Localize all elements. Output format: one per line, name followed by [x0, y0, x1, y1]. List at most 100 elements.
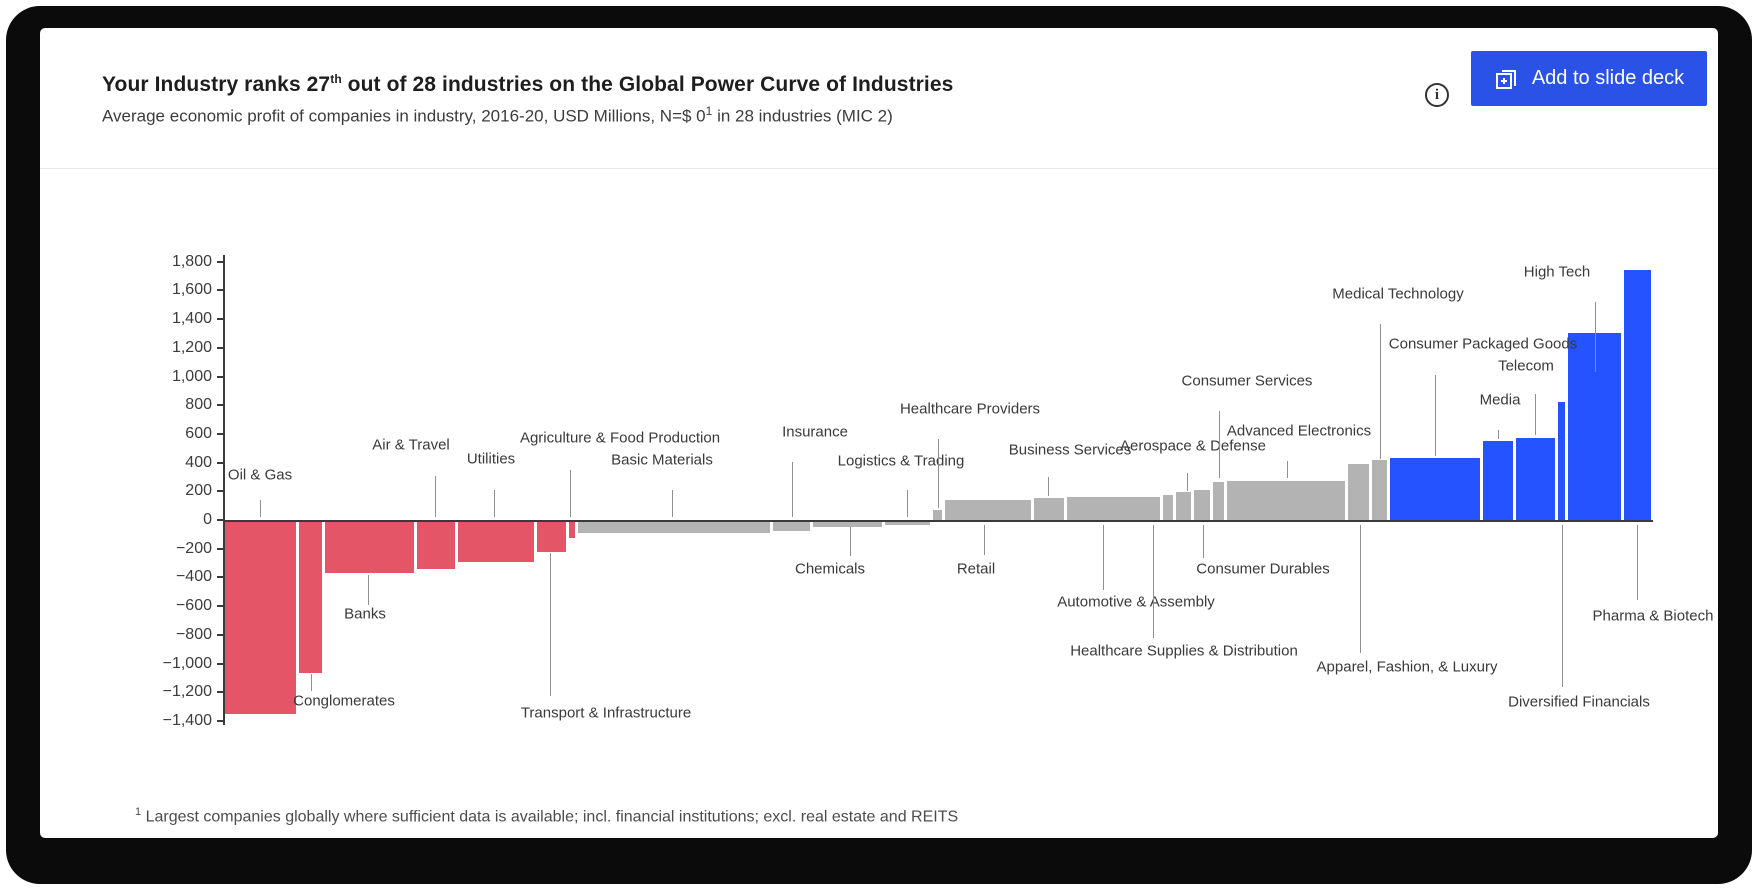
- label-logistics-and-trading: Logistics & Trading: [837, 452, 965, 470]
- label-utilities: Utilities: [466, 450, 516, 468]
- y-tick-label: −1,000: [162, 654, 212, 672]
- y-tick-label: −800: [175, 625, 212, 643]
- leader-oil-and-gas: [260, 500, 261, 517]
- bar-agriculture-and-food-production: [569, 522, 575, 538]
- y-tick-mark: [217, 318, 224, 321]
- add-to-slide-deck-button[interactable]: Add to slide deck: [1471, 51, 1707, 106]
- bar-business-services: [1034, 498, 1064, 520]
- label-retail: Retail: [956, 560, 996, 578]
- label-consumer-packaged-goods: Consumer Packaged Goods: [1388, 335, 1578, 353]
- label-banks: Banks: [344, 605, 386, 623]
- leader-insurance: [792, 462, 793, 517]
- leader-consumer-durables: [1203, 525, 1204, 558]
- y-tick-mark: [217, 547, 224, 550]
- leader-chemicals: [850, 527, 851, 556]
- bar-basic-materials: [578, 522, 770, 533]
- bar-retail: [945, 499, 1031, 520]
- y-axis-line: [223, 255, 225, 725]
- bar-telecom: [1516, 438, 1555, 520]
- bar-banks: [325, 522, 414, 573]
- leader-agriculture-and-food-production: [570, 470, 571, 517]
- label-medical-technology: Medical Technology: [1332, 285, 1464, 303]
- y-tick-mark: [217, 691, 224, 694]
- footnote: 1 Largest companies globally where suffi…: [135, 806, 959, 826]
- header-divider: [40, 168, 1718, 169]
- leader-medical-technology: [1380, 324, 1381, 459]
- card-header: Your Industry ranks 27th out of 28 indus…: [40, 28, 1718, 169]
- leader-utilities: [494, 490, 495, 517]
- label-aerospace-and-defense: Aerospace & Defense: [1120, 437, 1266, 455]
- y-tick-mark: [217, 375, 224, 378]
- leader-diversified-financials: [1562, 525, 1563, 687]
- leader-advanced-electronics: [1287, 461, 1288, 478]
- bar-media: [1483, 441, 1513, 520]
- y-tick-label: 1,400: [171, 310, 212, 328]
- label-consumer-durables: Consumer Durables: [1196, 560, 1330, 578]
- label-consumer-services: Consumer Services: [1181, 372, 1313, 390]
- label-basic-materials: Basic Materials: [611, 451, 713, 469]
- label-air-and-travel: Air & Travel: [372, 436, 450, 454]
- bar-advanced-electronics: [1227, 480, 1345, 520]
- label-transport-and-infrastructure: Transport & Infrastructure: [520, 704, 692, 722]
- y-tick-mark: [217, 519, 224, 521]
- leader-healthcare-supplies-and-distribution: [1153, 525, 1154, 638]
- title-block: Your Industry ranks 27th out of 28 indus…: [102, 72, 953, 127]
- leader-pharma-and-biotech: [1637, 525, 1638, 600]
- bar-consumer-packaged-goods: [1390, 458, 1480, 520]
- y-tick-mark: [217, 633, 224, 636]
- y-tick-mark: [217, 346, 224, 349]
- y-tick-mark: [217, 576, 224, 579]
- leader-high-tech: [1595, 302, 1596, 372]
- y-tick-label: 0: [203, 511, 212, 528]
- bar-healthcare-supplies-and-distribution: [1163, 494, 1173, 520]
- leader-business-services: [1048, 477, 1049, 496]
- bar-consumer-services: [1213, 481, 1224, 520]
- leader-basic-materials: [672, 490, 673, 517]
- y-tick-mark: [217, 719, 224, 722]
- y-tick-label: 800: [185, 396, 212, 414]
- label-advanced-electronics: Advanced Electronics: [1226, 422, 1372, 440]
- y-tick-mark: [217, 260, 224, 263]
- bar-air-and-travel: [417, 522, 455, 570]
- bar-logistics-and-trading: [885, 522, 930, 525]
- leader-healthcare-providers: [938, 439, 939, 508]
- label-healthcare-supplies-and-distribution: Healthcare Supplies & Distribution: [1070, 642, 1298, 660]
- leader-retail: [984, 525, 985, 555]
- label-agriculture-and-food-production: Agriculture & Food Production: [519, 429, 721, 447]
- bar-chemicals: [813, 522, 882, 528]
- info-icon[interactable]: i: [1425, 83, 1449, 107]
- y-tick-label: −400: [175, 568, 212, 586]
- label-automotive-and-assembly: Automotive & Assembly: [1057, 593, 1215, 611]
- bar-pharma-and-biotech: [1624, 270, 1651, 520]
- leader-aerospace-and-defense: [1187, 473, 1188, 491]
- y-tick-mark: [217, 461, 224, 464]
- bar-insurance: [773, 522, 810, 531]
- label-healthcare-providers: Healthcare Providers: [899, 400, 1041, 418]
- add-slide-icon: [1494, 66, 1520, 92]
- y-tick-label: −1,400: [162, 711, 212, 729]
- label-business-services: Business Services: [1008, 441, 1132, 459]
- bar-utilities: [458, 522, 534, 563]
- y-tick-label: −1,200: [162, 683, 212, 701]
- bar-automotive-and-assembly: [1067, 497, 1160, 520]
- bar-aerospace-and-defense: [1176, 492, 1191, 520]
- leader-transport-and-infrastructure: [550, 553, 551, 696]
- leader-consumer-services: [1219, 411, 1220, 478]
- label-oil-and-gas: Oil & Gas: [227, 466, 293, 484]
- leader-automotive-and-assembly: [1103, 525, 1104, 590]
- bar-conglomerates: [299, 522, 322, 673]
- leader-consumer-packaged-goods: [1435, 375, 1436, 456]
- bar-apparel-fashion-and-luxury: [1348, 464, 1369, 520]
- label-high-tech: High Tech: [1523, 263, 1591, 281]
- bar-high-tech: [1568, 333, 1621, 520]
- page-subtitle: Average economic profit of companies in …: [102, 104, 893, 126]
- leader-air-and-travel: [435, 476, 436, 517]
- label-apparel-fashion-and-luxury: Apparel, Fashion, & Luxury: [1316, 658, 1498, 676]
- y-tick-label: 600: [185, 424, 212, 442]
- y-tick-mark: [217, 490, 224, 493]
- plot-area: 1,800 1,600 1,400 1,200 1,000 800 600 400 200 0 −2…: [40, 28, 1758, 892]
- y-tick-label: 1,800: [171, 252, 212, 270]
- label-telecom: Telecom: [1498, 357, 1554, 375]
- y-tick-label: 200: [185, 482, 212, 500]
